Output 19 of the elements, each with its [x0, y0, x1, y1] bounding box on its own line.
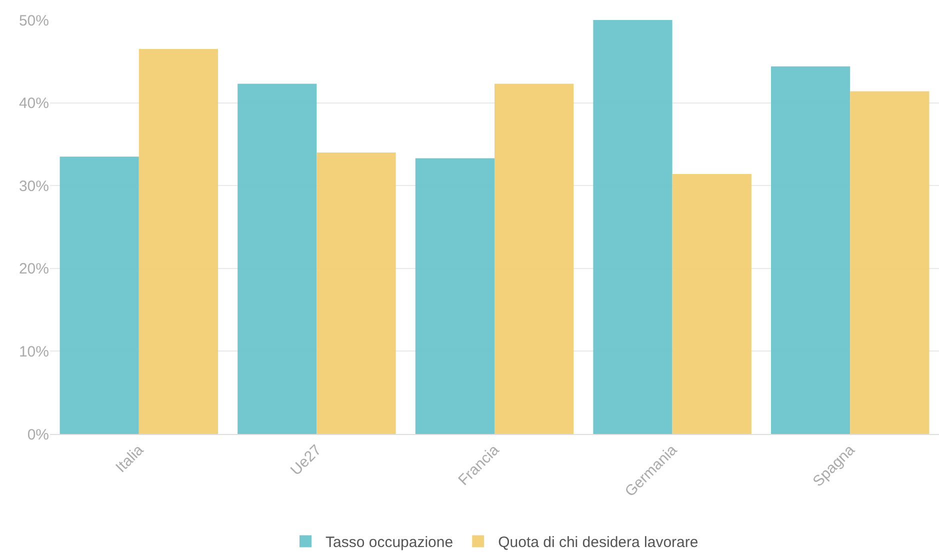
bar — [770, 66, 850, 434]
y-tick-label: 30% — [18, 178, 49, 195]
legend-label: Quota di chi desidera lavorare — [498, 534, 698, 552]
bar — [138, 48, 218, 434]
y-tick-label: 40% — [18, 95, 49, 112]
bar — [850, 91, 930, 434]
y-tick-label: 50% — [18, 12, 49, 30]
x-tick-label: Italia — [112, 441, 148, 476]
y-tick-label: 0% — [27, 426, 49, 444]
bar — [316, 152, 396, 434]
bar — [494, 84, 574, 434]
bar — [415, 158, 494, 434]
y-tick-label: 10% — [18, 343, 49, 360]
bar — [60, 156, 139, 434]
bar — [593, 20, 672, 434]
legend-label: Tasso occupazione — [326, 534, 454, 552]
y-tick-label: 20% — [18, 260, 49, 278]
bar — [672, 174, 752, 434]
bar — [238, 84, 317, 434]
